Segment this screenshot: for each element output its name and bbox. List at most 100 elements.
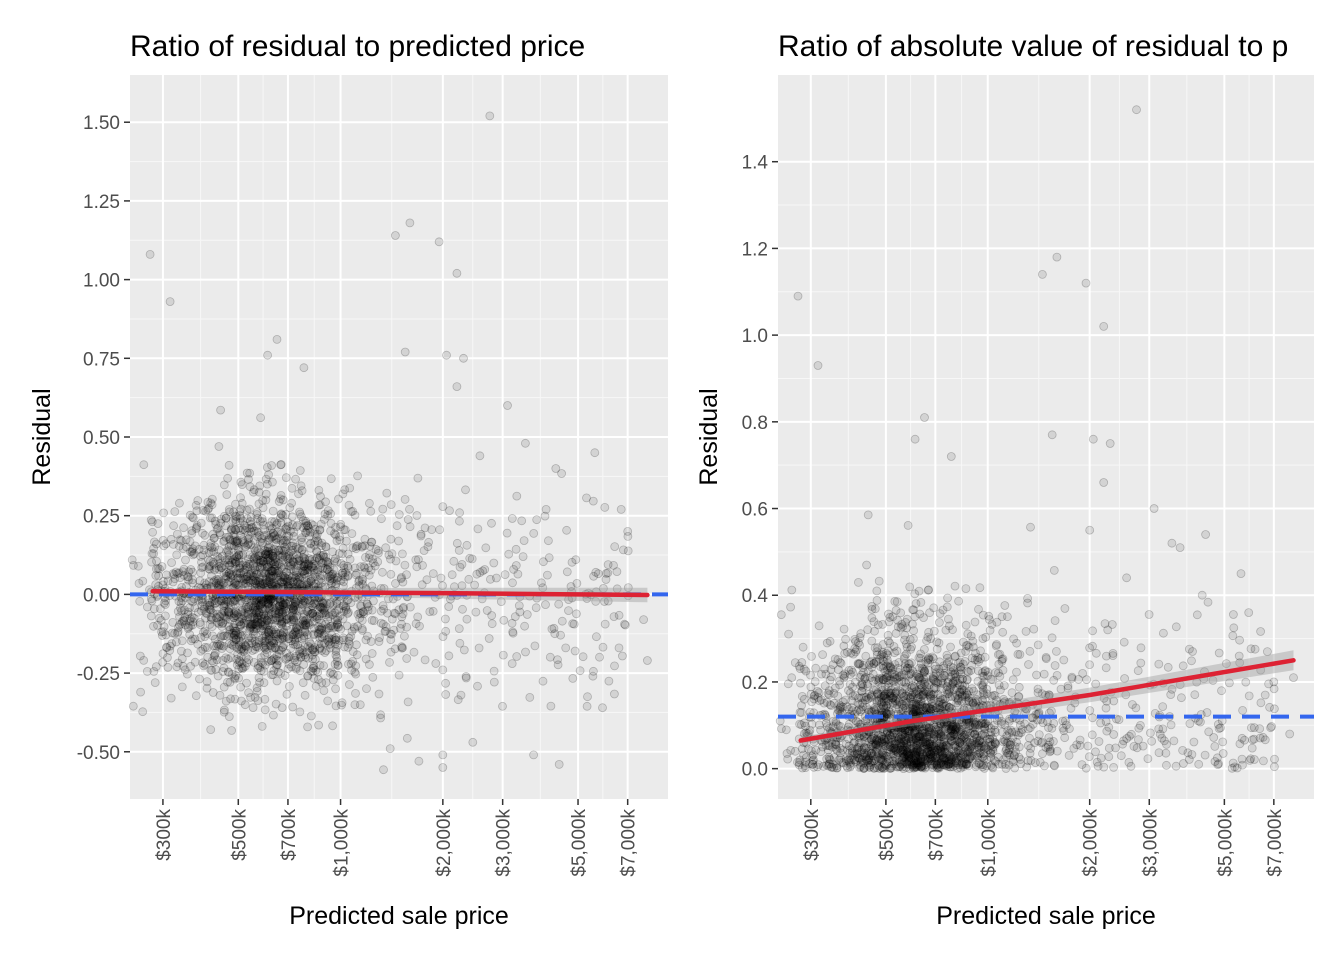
right-data-point (1109, 730, 1119, 739)
right-data-point (909, 634, 918, 643)
right-data-point (932, 644, 942, 654)
left-data-point (276, 509, 286, 519)
left-data-point (251, 620, 261, 629)
right-data-point (1088, 626, 1097, 636)
right-data-point (892, 597, 902, 607)
left-data-point (303, 565, 313, 575)
left-data-point (215, 559, 225, 568)
left-data-point (188, 544, 198, 554)
left-data-point (264, 628, 274, 637)
right-data-point (1131, 703, 1141, 713)
left-data-point (239, 619, 249, 629)
left-data-point (246, 578, 255, 588)
left-data-point (332, 620, 342, 630)
left-data-point (509, 565, 518, 574)
left-data-point (438, 665, 448, 675)
left-data-point (284, 634, 294, 643)
left-data-point (179, 523, 189, 533)
left-data-point (556, 630, 565, 640)
left-data-point (361, 654, 371, 664)
left-data-point (203, 652, 213, 662)
left-data-point (623, 546, 633, 556)
right-data-point (1050, 661, 1060, 670)
left-data-point (235, 511, 245, 520)
left-data-point (328, 721, 338, 731)
right-data-point (1067, 674, 1077, 683)
left-data-point (232, 654, 242, 664)
right-data-point (948, 625, 957, 635)
left-data-point (197, 601, 207, 611)
left-data-point (456, 690, 466, 700)
left-data-point (159, 622, 169, 631)
left-data-point (210, 516, 220, 526)
right-data-point (1085, 525, 1095, 535)
right-data-point (1202, 708, 1212, 717)
left-data-point (299, 633, 309, 643)
left-data-point (411, 619, 421, 629)
right-data-point (963, 629, 973, 639)
right-data-point (899, 692, 908, 702)
left-data-point (314, 625, 324, 634)
left-data-point (384, 550, 394, 560)
left-data-point (289, 602, 299, 611)
left-data-point (267, 566, 277, 576)
right-data-point (1270, 754, 1279, 764)
right-data-point (944, 687, 954, 697)
left-data-point (295, 466, 305, 475)
left-data-point (208, 608, 218, 618)
left-data-point (158, 627, 168, 636)
left-data-point (278, 634, 288, 644)
left-y-tick-label: 1.00 (83, 271, 120, 292)
left-data-point (175, 535, 185, 545)
left-data-point (568, 619, 578, 628)
left-data-point (600, 502, 610, 512)
right-data-point (1166, 720, 1176, 730)
right-data-point (961, 647, 970, 656)
left-data-point (205, 565, 215, 574)
left-data-point (340, 572, 350, 582)
left-data-point (252, 605, 262, 615)
left-data-point (382, 488, 392, 498)
left-data-point (360, 534, 370, 544)
left-data-point (224, 541, 234, 551)
right-data-point (1105, 439, 1115, 448)
left-data-point (277, 617, 287, 627)
right-y-tick-label: 1.4 (742, 153, 769, 174)
left-data-point (236, 631, 246, 641)
left-data-point (367, 649, 377, 658)
left-data-point (256, 600, 266, 610)
right-data-point (1093, 761, 1103, 771)
left-data-point (231, 635, 241, 644)
right-data-point (961, 584, 971, 593)
left-data-point (321, 552, 331, 562)
left-data-point (300, 690, 310, 700)
right-data-point (1149, 504, 1159, 513)
left-data-point (394, 670, 404, 680)
left-data-point (397, 549, 407, 559)
right-data-point (898, 762, 907, 772)
left-data-point (427, 525, 437, 534)
left-data-point (172, 662, 182, 672)
left-data-point (278, 643, 287, 653)
left-data-point (334, 494, 343, 504)
left-data-point (305, 531, 315, 541)
right-data-point (872, 763, 882, 773)
left-data-point (438, 632, 448, 641)
right-data-point (1136, 658, 1146, 668)
left-data-point (289, 577, 299, 586)
left-y-tick-label: 0.75 (83, 349, 120, 370)
left-data-point (541, 504, 551, 514)
left-data-point (323, 572, 333, 582)
left-data-point (297, 545, 307, 555)
left-data-point (261, 645, 271, 655)
left-data-point (306, 539, 315, 549)
left-data-point (522, 610, 532, 619)
left-data-point (562, 567, 572, 577)
right-data-point (916, 649, 925, 659)
right-data-point (839, 624, 849, 634)
left-x-tick-label: $2,000k (434, 809, 455, 877)
right-data-point (1026, 756, 1036, 765)
left-data-point (532, 515, 542, 525)
left-data-point (589, 666, 598, 676)
left-data-point (224, 532, 234, 542)
